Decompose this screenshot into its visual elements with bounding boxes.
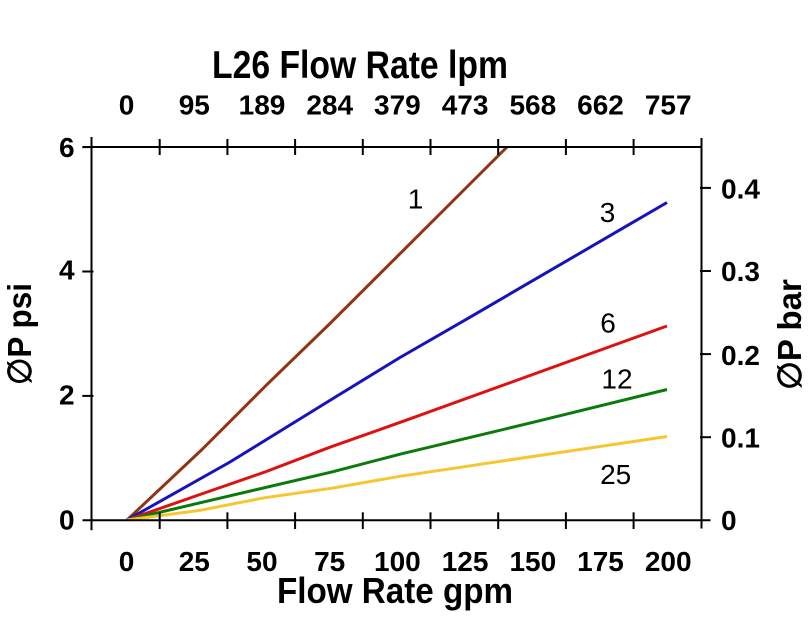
svg-text:6: 6 [59, 132, 75, 163]
svg-text:757: 757 [645, 90, 692, 121]
svg-text:0.2: 0.2 [721, 340, 760, 371]
svg-text:284: 284 [306, 90, 353, 121]
svg-text:75: 75 [314, 546, 345, 577]
svg-text:95: 95 [179, 90, 210, 121]
svg-text:25: 25 [179, 546, 210, 577]
svg-text:150: 150 [509, 546, 556, 577]
svg-text:3: 3 [600, 197, 616, 228]
svg-text:175: 175 [577, 546, 624, 577]
svg-text:125: 125 [442, 546, 489, 577]
svg-text:200: 200 [645, 546, 692, 577]
svg-text:Flow Rate gpm: Flow Rate gpm [277, 570, 513, 611]
svg-text:100: 100 [374, 546, 421, 577]
svg-text:50: 50 [246, 546, 277, 577]
svg-text:∅P bar: ∅P bar [771, 279, 808, 390]
svg-text:0: 0 [59, 505, 75, 536]
svg-text:0: 0 [721, 505, 737, 536]
svg-text:662: 662 [577, 90, 624, 121]
svg-text:568: 568 [509, 90, 556, 121]
svg-text:25: 25 [600, 459, 631, 490]
svg-text:12: 12 [601, 363, 632, 394]
svg-text:0.1: 0.1 [721, 423, 760, 454]
svg-text:0: 0 [119, 90, 135, 121]
svg-text:L26 Flow Rate lpm: L26 Flow Rate lpm [212, 44, 508, 87]
svg-text:0.4: 0.4 [721, 174, 760, 205]
svg-text:∅P psi: ∅P psi [1, 283, 38, 385]
svg-text:473: 473 [442, 90, 489, 121]
svg-text:0.3: 0.3 [721, 256, 760, 287]
svg-text:4: 4 [59, 255, 75, 286]
svg-text:2: 2 [59, 380, 75, 411]
svg-text:1: 1 [408, 183, 424, 214]
svg-text:189: 189 [239, 90, 286, 121]
svg-text:6: 6 [600, 308, 616, 339]
svg-text:379: 379 [374, 90, 421, 121]
svg-text:0: 0 [119, 546, 135, 577]
